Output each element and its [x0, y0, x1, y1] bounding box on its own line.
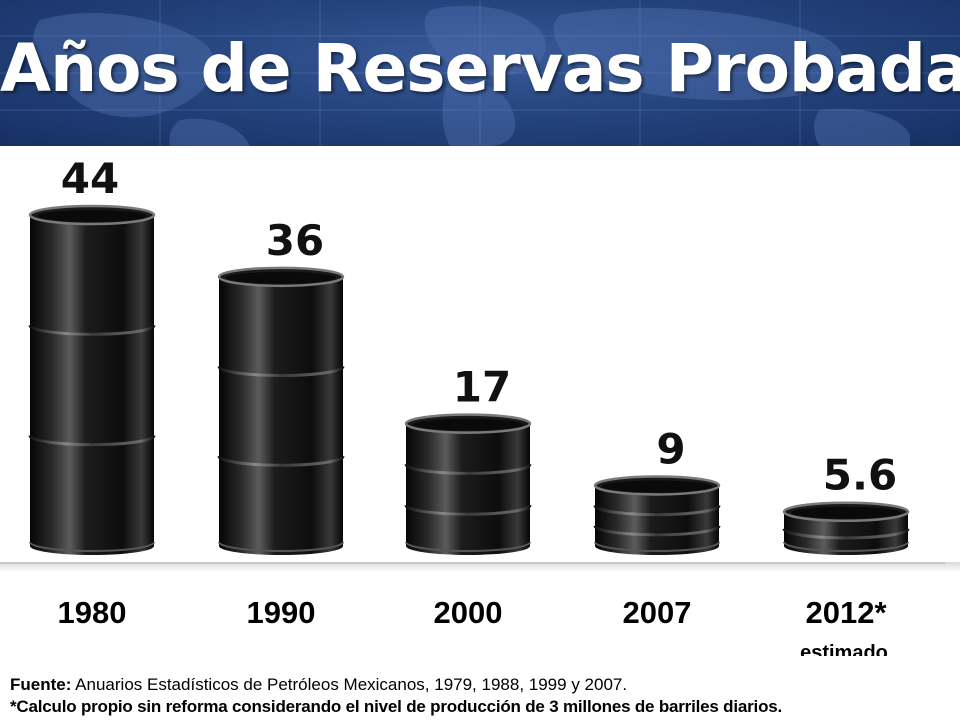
value-label: 9	[656, 424, 685, 473]
barrel-bottom-rim	[29, 541, 155, 552]
category-label: 2000	[434, 595, 503, 630]
floor-shadow	[0, 562, 960, 572]
title-banner: Años de Reservas Probadas	[0, 0, 960, 146]
value-label: 36	[266, 216, 324, 265]
barrel-bar	[782, 501, 910, 555]
barrel-hoop	[28, 324, 156, 336]
source-label: Fuente:	[10, 675, 72, 694]
barrel-bar	[217, 266, 345, 555]
estimated-annotation: estimado	[800, 642, 888, 656]
barrel-bar	[28, 204, 156, 555]
barrel-hoop	[404, 504, 532, 516]
category-label: 2012*	[805, 595, 887, 630]
source-note: Fuente: Anuarios Estadísticos de Petróle…	[10, 675, 950, 695]
barrel-lid-inner	[413, 418, 523, 431]
barrel-body	[595, 485, 719, 555]
barrel-hoop	[593, 505, 721, 517]
category-label: 1990	[247, 595, 316, 630]
barrel-lid-inner	[791, 506, 901, 519]
footnote: *Calculo propio sin reforma considerando…	[10, 697, 783, 716]
category-label: 1980	[58, 595, 127, 630]
category-label: 2007	[623, 595, 692, 630]
reserves-chart: 44 36 17 9 5.6 1980 1990 2000 2007 2012* estimad…	[0, 154, 960, 656]
value-label: 5.6	[823, 451, 897, 500]
barrel-bar	[404, 413, 532, 555]
barrel-body	[784, 511, 908, 555]
barrel-lid-inner	[37, 210, 147, 222]
barrel-body	[219, 276, 343, 555]
page-title: Años de Reservas Probadas	[0, 30, 960, 107]
barrel-body	[406, 423, 530, 555]
value-label: 44	[61, 154, 119, 203]
barrel-bottom-rim	[594, 541, 720, 552]
source-text: Anuarios Estadísticos de Petróleos Mexic…	[71, 675, 628, 694]
barrel-hoop	[217, 455, 345, 467]
barrel-hoop	[404, 463, 532, 475]
barrel-bottom-rim	[218, 541, 344, 552]
barrel-body	[30, 215, 154, 555]
barrel-bottom-rim	[783, 541, 909, 552]
barrel-lid-inner	[602, 480, 712, 493]
barrel-bar	[593, 475, 721, 555]
barrel-hoop	[782, 528, 910, 540]
barrel-hoop	[593, 525, 721, 537]
world-map-background	[0, 0, 960, 146]
barrel-lid-inner	[226, 271, 336, 284]
value-label: 17	[453, 363, 511, 412]
barrel-hoop	[217, 366, 345, 378]
barrel-bottom-rim	[405, 541, 531, 552]
barrel-hoop	[28, 435, 156, 447]
